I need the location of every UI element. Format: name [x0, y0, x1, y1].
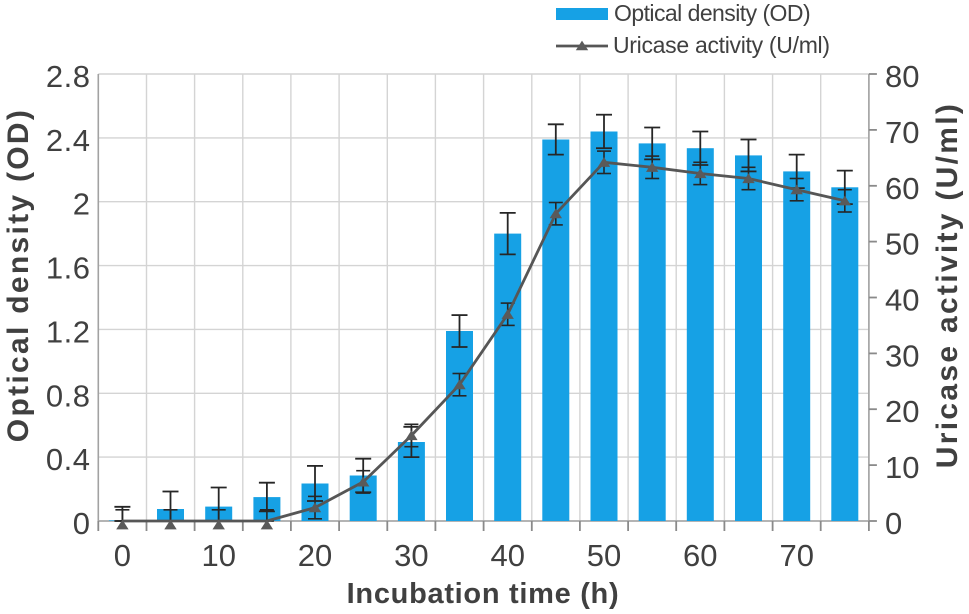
svg-text:60: 60: [885, 171, 919, 206]
svg-text:1.6: 1.6: [46, 251, 91, 286]
svg-text:2.4: 2.4: [46, 123, 91, 158]
svg-text:Optical density (OD): Optical density (OD): [614, 0, 810, 26]
svg-text:0: 0: [73, 506, 91, 541]
svg-text:10: 10: [201, 538, 235, 573]
svg-text:10: 10: [885, 450, 919, 485]
svg-text:Optical density (OD): Optical density (OD): [2, 108, 35, 442]
svg-text:40: 40: [885, 283, 919, 318]
svg-text:80: 80: [885, 59, 919, 94]
svg-text:30: 30: [394, 538, 428, 573]
svg-text:2: 2: [73, 187, 91, 222]
svg-text:Uricase activity (U/ml): Uricase activity (U/ml): [613, 32, 830, 58]
svg-text:20: 20: [298, 538, 332, 573]
svg-text:40: 40: [490, 538, 524, 573]
svg-text:50: 50: [885, 227, 919, 262]
svg-text:30: 30: [885, 338, 919, 373]
svg-text:Uricase activity (U/ml): Uricase activity (U/ml): [931, 102, 964, 468]
svg-text:60: 60: [683, 538, 717, 573]
svg-text:Incubation time (h): Incubation time (h): [347, 578, 620, 610]
svg-text:70: 70: [885, 115, 919, 150]
svg-text:0: 0: [114, 538, 131, 573]
svg-text:20: 20: [885, 394, 919, 429]
svg-text:50: 50: [587, 538, 621, 573]
svg-text:70: 70: [779, 538, 813, 573]
svg-text:0.4: 0.4: [46, 442, 91, 477]
svg-text:2.8: 2.8: [46, 59, 91, 94]
svg-text:0: 0: [885, 506, 902, 541]
svg-text:1.2: 1.2: [46, 314, 91, 349]
svg-text:0.8: 0.8: [46, 378, 91, 413]
